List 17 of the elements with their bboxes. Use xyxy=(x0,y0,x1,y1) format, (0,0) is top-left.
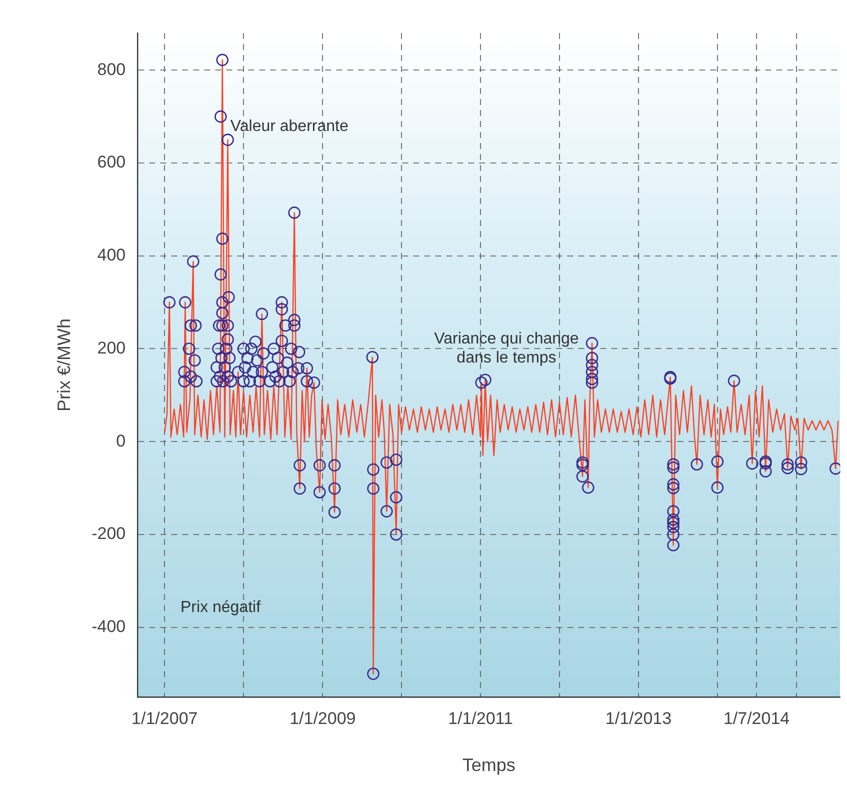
x-axis-title: Temps xyxy=(462,755,516,776)
x-tick-label: 1/1/2013 xyxy=(605,708,672,728)
y-tick-label: -200 xyxy=(92,524,126,544)
y-tick-label: 600 xyxy=(97,152,126,172)
x-tick-label: 1/1/2011 xyxy=(448,708,513,728)
y-tick-label: -400 xyxy=(92,617,126,636)
annotation: Variance qui change dans le temps xyxy=(434,330,579,366)
y-tick-label: 400 xyxy=(97,246,126,265)
y-axis-title: Prix €/MWh xyxy=(54,318,74,412)
x-tick-label: 1/1/2009 xyxy=(290,708,356,728)
y-tick-label: 800 xyxy=(97,60,126,79)
y-tick-label: 0 xyxy=(116,431,126,450)
x-tick-label: 1/1/2007 xyxy=(132,708,198,728)
x-tick-label: 1/7/2014 xyxy=(723,708,790,728)
annotation: Valeur aberrante xyxy=(230,118,348,136)
annotation: Prix négatif xyxy=(180,598,262,616)
y-tick-label: 200 xyxy=(97,338,126,358)
